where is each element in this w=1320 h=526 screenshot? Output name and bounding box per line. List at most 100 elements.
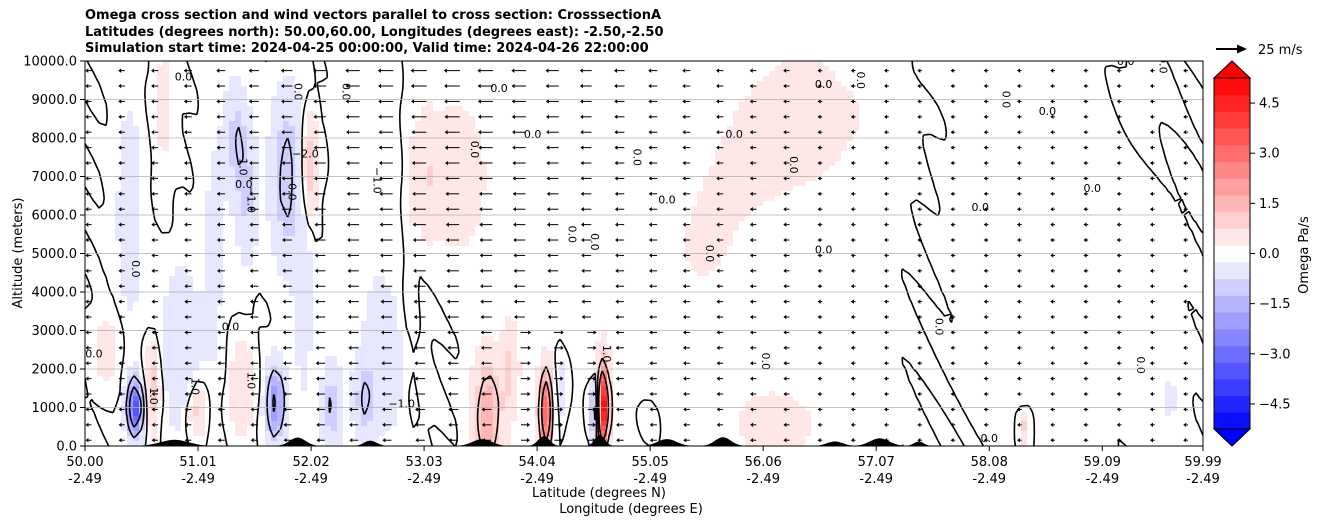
colorbar-level <box>1214 328 1250 346</box>
colorbar-tick-label: 0.0 <box>1259 247 1280 262</box>
colorbar: 4.5 3.0 1.5 0.0 −1.5 −3.0 −4.5 <box>1212 60 1291 447</box>
contour-label: 0.0 <box>759 353 772 371</box>
x-tick-label-lon: -2.49 <box>68 472 102 487</box>
colorbar-extend-min <box>1212 428 1252 447</box>
omega-contours <box>85 61 1203 446</box>
y-tick-label: 6000.0 <box>32 209 78 224</box>
x-tick-label-lat: 59.99 <box>1184 455 1221 470</box>
colorbar-label: Omega Pa/s <box>1297 216 1312 294</box>
contour-label: 1.0 <box>600 345 613 363</box>
colorbar-level <box>1214 111 1250 129</box>
contour-label: −1.0 <box>244 186 257 213</box>
contour-label: 0.0 <box>1083 182 1101 195</box>
colorbar-level <box>1214 312 1250 330</box>
contour-label: −2.0 <box>292 147 319 160</box>
colorbar-tick-label: 4.5 <box>1259 97 1280 112</box>
contour-label: 0.0 <box>1134 356 1147 374</box>
x-tick-label-lon: -2.49 <box>407 472 441 487</box>
colorbar-tick-label: −4.5 <box>1259 397 1291 412</box>
contour-label: 1.0 <box>236 158 249 176</box>
x-tick-label-lat: 59.09 <box>1084 455 1121 470</box>
y-tick-label: 1000.0 <box>32 401 78 416</box>
y-axis-label: Altitude (meters) <box>11 198 26 309</box>
x-tick-label-lon: -2.49 <box>520 472 554 487</box>
x-tick-label-lon: -2.49 <box>1085 472 1119 487</box>
y-tick-label: 9000.0 <box>32 93 78 108</box>
x-tick-label-lat: 52.02 <box>292 455 329 470</box>
contour-label: 0.0 <box>1156 56 1169 74</box>
contour-label: 0.0 <box>787 156 800 174</box>
x-tick-label-lon: -2.49 <box>972 472 1006 487</box>
colorbar-tick-label: 1.5 <box>1259 197 1280 212</box>
y-tick-label: 8000.0 <box>32 132 78 147</box>
x-axis-label-lon: Longitude (degrees E) <box>559 502 703 517</box>
contour-label: 0.0 <box>588 233 601 251</box>
colorbar-level <box>1214 245 1250 263</box>
contour-label: 0.0 <box>286 183 299 201</box>
y-tick-label: 4000.0 <box>32 286 78 301</box>
colorbar-level <box>1214 395 1250 413</box>
contour-label: 0.0 <box>1039 105 1057 118</box>
title-line-3: Simulation start time: 2024-04-25 00:00:… <box>85 41 649 56</box>
x-tick-label-lon: -2.49 <box>181 472 215 487</box>
contour-label: 1.0 <box>188 378 201 396</box>
y-tick-label: 5000.0 <box>32 247 78 262</box>
y-tick-label: 7000.0 <box>32 170 78 185</box>
contour-label: −1.0 <box>388 398 415 411</box>
colorbar-level <box>1214 261 1250 280</box>
colorbar-level <box>1214 378 1250 397</box>
colorbar-tick-label: −3.0 <box>1259 347 1291 362</box>
colorbar-level <box>1214 195 1250 213</box>
x-tick-label-lon: -2.49 <box>1186 472 1220 487</box>
y-tick-label: 2000.0 <box>32 363 78 378</box>
colorbar-level <box>1214 412 1250 430</box>
x-axis-label-lat: Latitude (degrees N) <box>532 486 666 501</box>
contour-label: 0.0 <box>815 78 833 91</box>
x-tick-label-lat: 56.06 <box>745 455 782 470</box>
contour-label: 0.0 <box>933 318 946 336</box>
contour-label: 0.0 <box>85 347 103 360</box>
terrain-silhouette <box>85 434 1203 446</box>
colorbar-level <box>1214 128 1250 146</box>
quiver-key-label: 25 m/s <box>1258 43 1303 58</box>
contour-label: 0.0 <box>1117 55 1135 68</box>
title-line-2: Latitudes (degrees north): 50.00,60.00, … <box>85 25 664 40</box>
contour-label: 0.0 <box>235 178 253 191</box>
contour-label: 0.0 <box>490 82 508 95</box>
x-tick-label-lon: -2.49 <box>633 472 667 487</box>
quiver-key-arrow-icon <box>1237 44 1247 54</box>
x-tick-label-lon: -2.49 <box>746 472 780 487</box>
contour-label: 0.0 <box>980 432 998 445</box>
contour-label: 0.0 <box>854 72 867 90</box>
x-tick-label-lat: 51.01 <box>179 455 216 470</box>
contour-line-zero <box>85 61 1203 446</box>
colorbar-tick-label: 3.0 <box>1259 147 1280 162</box>
y-tick-label: 0.0 <box>56 440 77 455</box>
omega-field <box>85 61 1203 446</box>
colorbar-level <box>1214 278 1250 296</box>
contour-label: 0.0 <box>565 226 578 244</box>
contour-label: 0.0 <box>129 260 142 278</box>
quiver-key: 25 m/s <box>1216 43 1303 58</box>
colorbar-level <box>1214 161 1250 179</box>
colorbar-level <box>1214 78 1250 96</box>
colorbar-level <box>1214 178 1250 196</box>
y-tick-label: 3000.0 <box>32 324 78 339</box>
x-axis: 50.00 -2.49 51.01 -2.49 52.02 -2.49 53.03 -2.49… <box>66 446 1222 487</box>
contour-label: 0.0 <box>630 149 643 167</box>
x-tick-label-lon: -2.49 <box>294 472 328 487</box>
y-axis: 0.0 1000.0 2000.0 3000.0 4000.0 5000.0 6000.0 7… <box>23 55 85 455</box>
contour-label: 1.0 <box>244 372 257 390</box>
contour-label: 0.0 <box>291 83 304 101</box>
contour-label: 0.0 <box>658 193 676 206</box>
x-tick-label-lat: 50.00 <box>66 455 103 470</box>
colorbar-tick-label: −1.5 <box>1259 297 1291 312</box>
x-tick-label-lat: 53.03 <box>405 455 442 470</box>
contour-label: −1.0 <box>371 167 384 194</box>
x-tick-label-lon: -2.49 <box>859 472 893 487</box>
contour-label: 0.0 <box>468 141 481 159</box>
colorbar-level <box>1214 362 1250 380</box>
contour-label: 0.0 <box>815 244 833 257</box>
colorbar-level <box>1214 211 1250 229</box>
